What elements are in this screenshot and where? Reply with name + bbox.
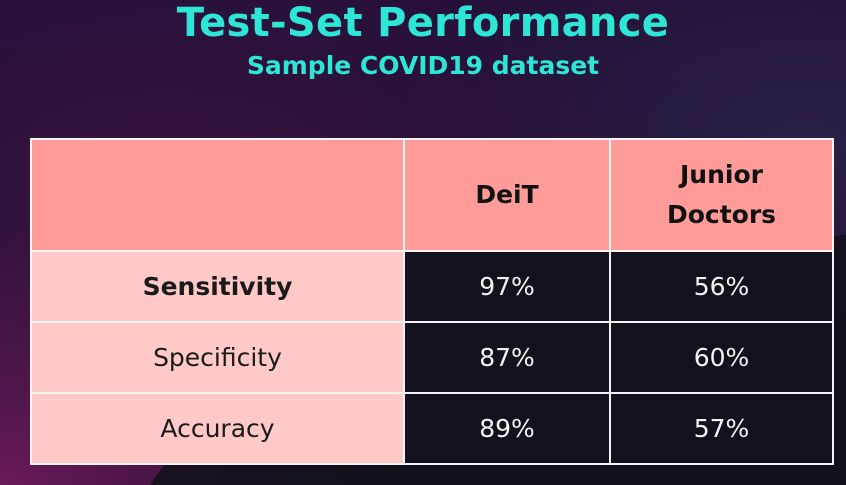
cell-specificity-junior-doctors: 60% xyxy=(609,321,834,394)
table-row: Specificity 87% 60% xyxy=(30,321,834,394)
slide-subtitle: Sample COVID19 dataset xyxy=(246,51,600,80)
cell-accuracy-junior-doctors: 57% xyxy=(609,392,834,465)
header-junior-doctors-label: Junior Doctors xyxy=(666,160,777,229)
table-header-row: DeiT Junior Doctors xyxy=(30,138,834,252)
table-row: Accuracy 89% 57% xyxy=(30,392,834,465)
row-label-sensitivity: Sensitivity xyxy=(30,250,405,323)
cell-sensitivity-junior-doctors: 56% xyxy=(609,250,834,323)
header-junior-doctors: Junior Doctors xyxy=(609,138,834,252)
slide-title: Test-Set Performance xyxy=(176,0,670,46)
table-row: Sensitivity 97% 56% xyxy=(30,250,834,323)
cell-accuracy-deit: 89% xyxy=(403,392,611,465)
header-deit: DeiT xyxy=(403,138,611,252)
performance-table: DeiT Junior Doctors Sensitivity 97% 56% … xyxy=(30,138,834,465)
row-label-specificity: Specificity xyxy=(30,321,405,394)
row-label-accuracy: Accuracy xyxy=(30,392,405,465)
header-empty-cell xyxy=(30,138,405,252)
cell-sensitivity-deit: 97% xyxy=(403,250,611,323)
cell-specificity-deit: 87% xyxy=(403,321,611,394)
